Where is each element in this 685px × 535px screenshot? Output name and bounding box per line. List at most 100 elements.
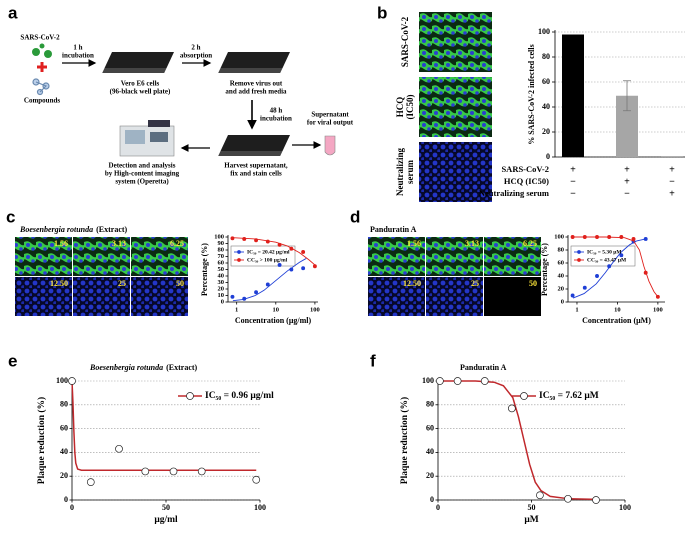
workflow-label: for viral output: [307, 119, 354, 127]
legend-label: IC₅₀ = 7.62 μM: [539, 391, 599, 401]
workflow-label: incubation: [260, 115, 292, 123]
data-point: [242, 236, 247, 241]
panel-title: Panduratin A: [370, 225, 417, 234]
x-tick-label: 100: [254, 503, 266, 512]
x-axis-label: Concentration (μg/ml): [235, 316, 312, 325]
panel-title: Boesenbergia rotunda: [19, 225, 93, 234]
workflow-label: 48 h: [270, 107, 283, 115]
legend-box: [230, 245, 296, 267]
data-point: [289, 246, 294, 251]
condition-mark: +: [624, 164, 630, 175]
y-axis-label: Plaque reduction (%): [36, 397, 47, 484]
tile-label: 1.56: [407, 239, 421, 248]
error-bar: [623, 80, 631, 112]
condition-mark: −: [570, 176, 576, 187]
micrograph: [131, 237, 188, 276]
data-point: [582, 235, 587, 239]
panel-label: c: [6, 207, 15, 226]
y-tick-label: 40: [60, 447, 68, 456]
panel-label: a: [8, 3, 18, 22]
y-tick-label: 100: [538, 27, 550, 36]
image-label: SARS-CoV-2: [400, 16, 410, 67]
image-label: serum: [405, 160, 415, 184]
data-point: [277, 263, 282, 267]
y-tick-label: 0: [561, 298, 564, 305]
legend-marker: [237, 258, 241, 262]
y-tick-label: 100: [422, 376, 434, 385]
axis: [554, 30, 685, 158]
y-tick-label: 100: [554, 233, 564, 240]
workflow-label: fix and stain cells: [230, 170, 282, 178]
tile-label: 3.13: [465, 239, 479, 248]
panel-title: (Extract): [96, 225, 127, 234]
workflow-label: Vero E6 cells: [121, 80, 160, 88]
data-point: [312, 264, 317, 269]
x-tick-label: 0: [436, 503, 440, 512]
y-tick-label: 30: [218, 279, 225, 286]
data-point: [86, 478, 95, 486]
legend-marker: [577, 250, 581, 254]
tile-label: 1.56: [54, 239, 68, 248]
y-tick-label: 50: [218, 266, 225, 273]
legend-marker: [186, 392, 194, 400]
workflow-label: (96-black well plate): [110, 88, 171, 96]
fit-curve: [438, 380, 597, 501]
data-point: [169, 467, 178, 476]
workflow-label: Remove virus out: [230, 80, 283, 88]
y-tick-label: 0: [221, 298, 224, 305]
micrograph: [73, 277, 130, 316]
data-point: [619, 253, 624, 258]
legend-label: CC₅₀ = 43.47 μM: [587, 257, 627, 263]
data-point: [301, 266, 306, 271]
y-tick-label: 60: [218, 259, 225, 266]
y-tick-label: 10: [218, 292, 225, 299]
data-point: [301, 249, 306, 254]
data-point: [570, 235, 575, 239]
tile-label: 25: [471, 279, 479, 288]
condition-mark: +: [570, 164, 576, 175]
data-point: [536, 491, 544, 500]
data-point: [68, 377, 76, 385]
data-point: [141, 467, 150, 476]
y-tick-label: 20: [60, 471, 68, 480]
data-point: [453, 377, 462, 385]
y-tick-label: 0: [430, 495, 434, 504]
legend-marker: [577, 258, 581, 262]
micrograph: [484, 237, 541, 276]
fit-curve: [71, 380, 257, 471]
y-tick-label: 20: [558, 285, 565, 292]
data-point: [197, 467, 206, 476]
data-point: [508, 404, 516, 413]
workflow-label: system (Operetta): [115, 178, 169, 186]
chart-title: (Extract): [166, 363, 197, 372]
y-tick-label: 100: [214, 233, 224, 240]
data-point: [480, 377, 489, 385]
legend-marker: [520, 392, 528, 400]
data-point: [643, 236, 648, 241]
image-label: HCQ: [395, 97, 405, 118]
data-point: [592, 496, 600, 504]
y-tick-label: 40: [426, 447, 434, 456]
workflow-label: Compounds: [24, 97, 60, 105]
data-point: [619, 235, 624, 239]
y-tick-label: 80: [218, 246, 225, 253]
data-point: [115, 444, 123, 453]
y-tick-label: 40: [218, 272, 225, 279]
y-tick-label: 0: [546, 152, 550, 161]
micrograph: [15, 237, 72, 276]
data-point: [254, 290, 259, 295]
y-tick-label: 60: [60, 423, 68, 432]
condition-mark: +: [624, 176, 630, 187]
y-tick-label: 20: [218, 285, 225, 292]
panel-label: b: [377, 3, 387, 22]
workflow-label: 1 h: [73, 44, 82, 52]
legend-label: CC₅₀ > 100 μg/ml: [247, 257, 288, 263]
workflow-label: absorption: [180, 52, 212, 60]
condition-mark: +: [669, 164, 675, 175]
workflow-label: Supernatant: [311, 111, 349, 119]
x-tick-label: 0: [70, 503, 74, 512]
y-axis-label: Percentage (%): [540, 243, 549, 296]
axis: [437, 379, 625, 501]
condition-mark: +: [669, 188, 675, 199]
condition-mark: −: [669, 176, 675, 187]
